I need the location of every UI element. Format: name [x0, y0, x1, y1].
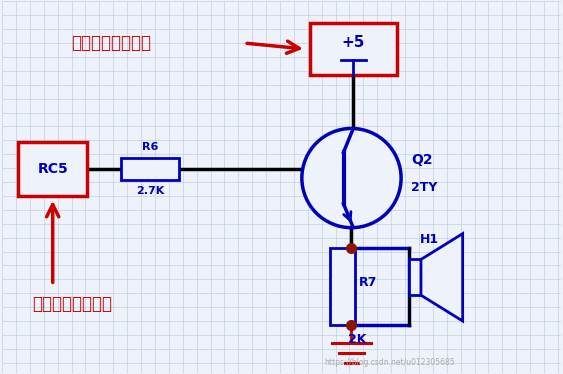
Text: H1: H1 [421, 233, 440, 246]
Text: 2TY: 2TY [411, 181, 437, 194]
Text: R7: R7 [359, 276, 377, 289]
Text: 2K: 2K [348, 333, 367, 346]
Bar [409, 260, 421, 295]
Text: Q2: Q2 [411, 153, 432, 167]
Text: 2.7K: 2.7K [136, 186, 164, 196]
Text: https://blog.csdn.net/u012305685: https://blog.csdn.net/u012305685 [324, 358, 454, 367]
Text: 这里决定音调高低: 这里决定音调高低 [32, 295, 112, 313]
Bar [310, 23, 397, 75]
Text: 这里决定音量大小: 这里决定音量大小 [72, 34, 151, 52]
Bar [18, 142, 87, 196]
Bar [330, 248, 355, 325]
Text: R6: R6 [142, 142, 158, 152]
Text: +5: +5 [342, 35, 365, 50]
Bar [121, 158, 179, 180]
Circle shape [302, 128, 401, 228]
Polygon shape [421, 234, 463, 321]
Text: RC5: RC5 [37, 162, 68, 176]
